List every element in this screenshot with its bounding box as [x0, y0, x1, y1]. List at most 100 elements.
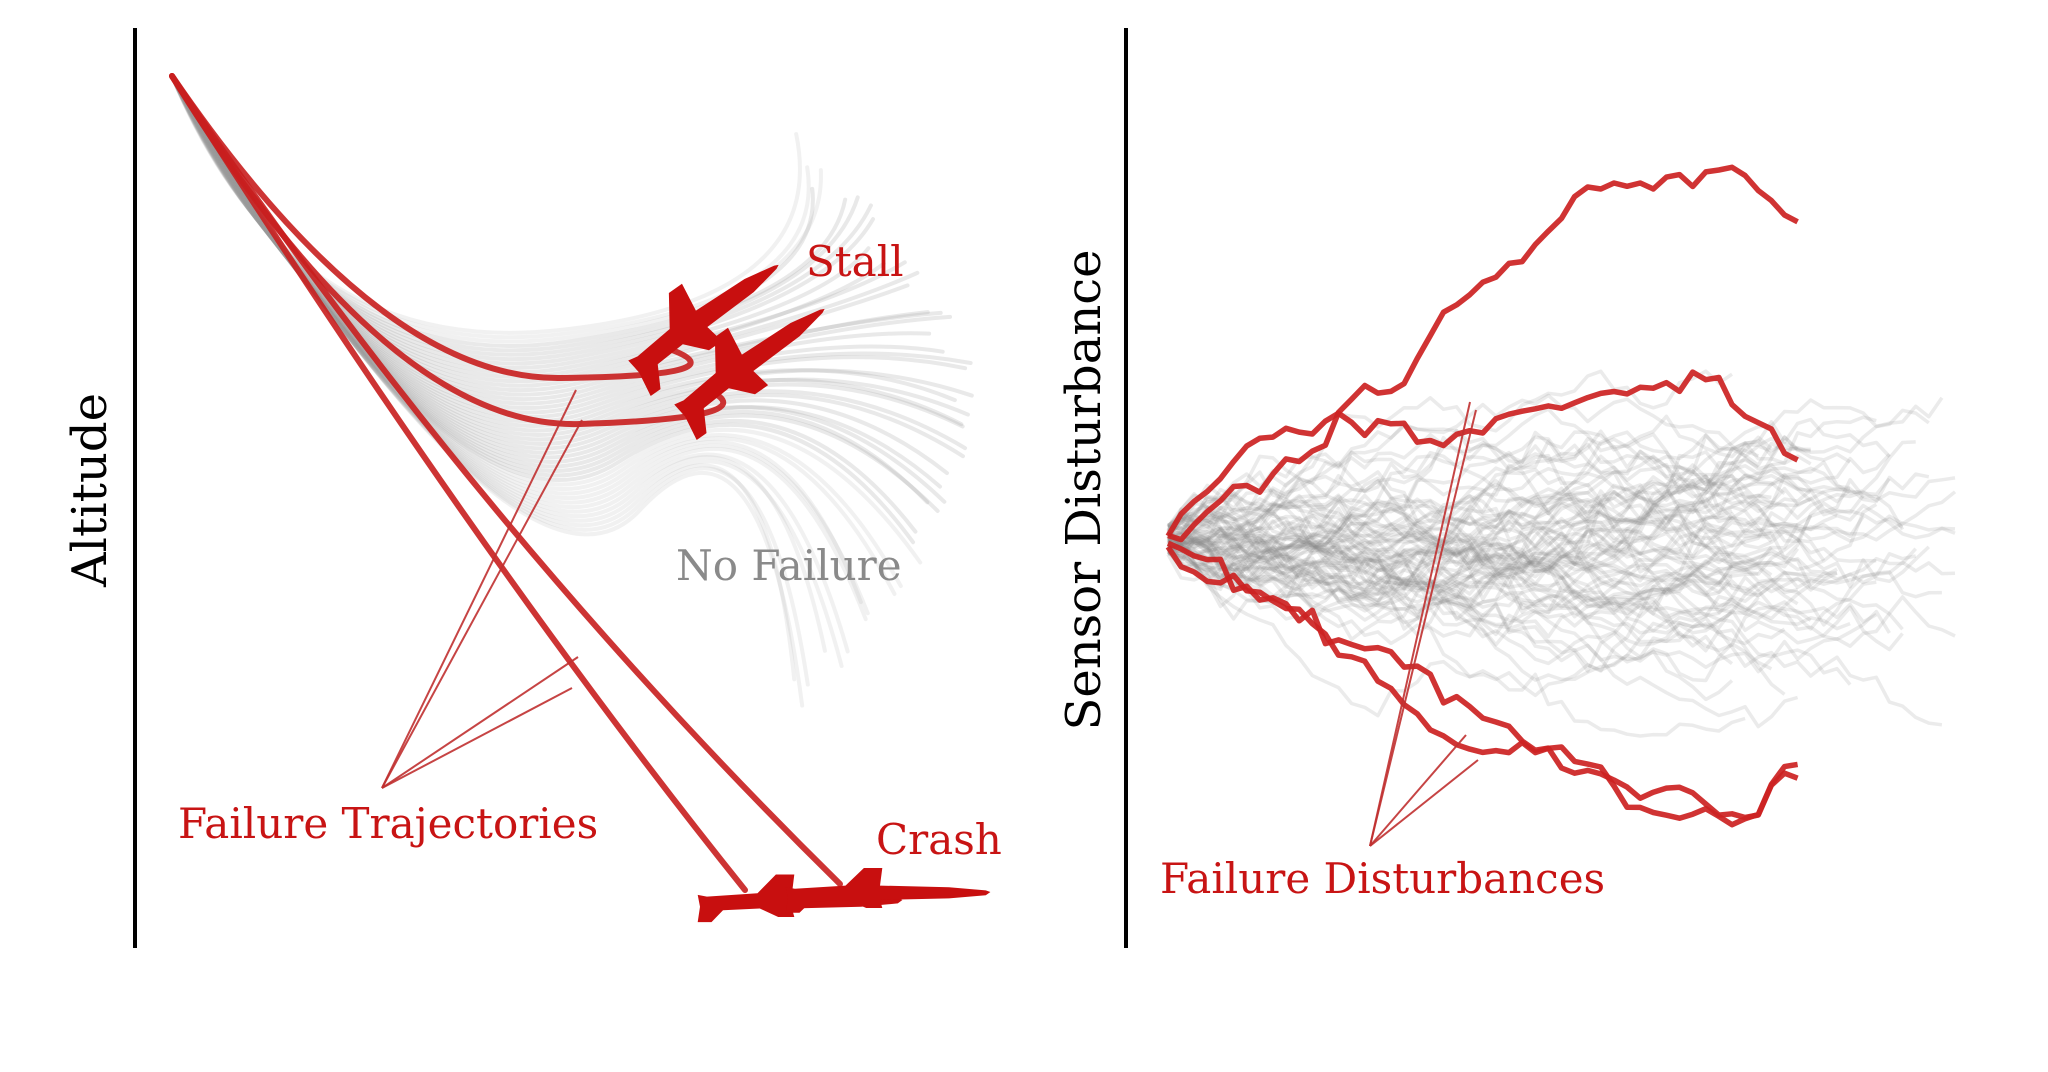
nominal-disturbance	[1167, 536, 1942, 627]
nominal-disturbance	[1167, 414, 1799, 562]
nominal-disturbance	[1166, 432, 1760, 579]
nominal-disturbance	[1166, 549, 1734, 702]
nominal-disturbance	[1167, 435, 1734, 545]
nominal-trajectories	[170, 74, 974, 708]
leader-line	[1369, 401, 1471, 847]
nominal-disturbance	[1167, 506, 1733, 630]
nominal-disturbance	[1167, 509, 1733, 568]
leader-line	[381, 419, 583, 789]
nominal-disturbance	[1166, 526, 1760, 616]
nominal-trajectory	[170, 74, 860, 357]
nominal-disturbance	[1166, 407, 1786, 529]
nominal-disturbance	[1167, 477, 1891, 603]
nominal-trajectory	[170, 74, 863, 605]
failure-trajectory	[169, 73, 748, 893]
failure-trajectories-label: Failure Trajectories	[178, 799, 598, 848]
nominal-trajectory	[170, 74, 827, 653]
nominal-disturbance	[1166, 430, 1812, 570]
nominal-trajectory	[170, 74, 815, 348]
nominal-disturbance	[1167, 440, 1916, 598]
nominal-trajectory	[170, 74, 797, 682]
nominal-disturbance	[1167, 525, 1878, 624]
nominal-disturbance	[1167, 543, 1786, 647]
nominal-disturbance	[1167, 505, 1838, 621]
nominal-trajectory	[170, 74, 870, 616]
left-panel: Altitude Stall No Failure Failure Trajec…	[62, 28, 1002, 948]
leader-line	[381, 687, 573, 789]
nominal-trajectory	[170, 74, 811, 340]
nominal-disturbance	[1167, 396, 1944, 535]
nominal-disturbance	[1167, 535, 1891, 642]
crash-label: Crash	[876, 815, 1002, 864]
nominal-disturbance	[1166, 525, 1772, 568]
nominal-disturbance	[1167, 505, 1773, 584]
disturbance-leader-lines	[1369, 401, 1479, 847]
failure-disturbance	[1167, 164, 1799, 543]
failure-disturbance	[1165, 545, 1799, 828]
failure-disturbances	[1165, 164, 1799, 828]
altitude-axis-label: Altitude	[62, 393, 118, 588]
nominal-disturbance	[1167, 529, 1734, 601]
nominal-disturbance	[1167, 439, 1891, 545]
nominal-disturbance	[1167, 473, 1772, 609]
nominal-disturbance	[1166, 502, 1877, 611]
nominal-trajectory	[170, 74, 907, 375]
nominal-disturbance	[1166, 483, 1838, 579]
nominal-disturbance	[1166, 450, 1812, 540]
leader-line	[381, 656, 579, 789]
nominal-disturbance	[1167, 514, 1773, 588]
nominal-disturbance	[1168, 535, 1812, 622]
failure-disturbance	[1166, 540, 1799, 821]
nominal-disturbance	[1167, 520, 1799, 606]
nominal-disturbance	[1167, 494, 1904, 631]
no-failure-label: No Failure	[676, 541, 902, 590]
nominal-disturbance	[1167, 543, 1812, 698]
nominal-trajectory	[170, 74, 823, 344]
nominal-disturbance	[1167, 408, 1930, 543]
nominal-trajectory	[170, 74, 805, 708]
sensor-disturbance-axis-label: Sensor Disturbance	[1056, 249, 1112, 730]
nominal-trajectory	[170, 74, 850, 654]
failure-trajectory	[169, 73, 843, 887]
nominal-disturbance	[1166, 546, 1746, 738]
trajectory-leader-lines	[381, 389, 583, 789]
nominal-disturbance	[1166, 538, 1851, 682]
nominal-disturbance	[1166, 466, 1851, 600]
nominal-disturbance	[1167, 482, 1865, 574]
nominal-trajectory	[170, 74, 873, 362]
nominal-disturbance	[1166, 492, 1800, 586]
nominal-disturbance	[1167, 483, 1957, 564]
nominal-disturbance	[1166, 415, 1877, 545]
leader-line	[381, 389, 577, 789]
nominal-trajectory	[170, 74, 930, 397]
leader-line	[1369, 759, 1479, 847]
nominal-disturbance	[1167, 454, 1956, 550]
nominal-disturbance	[1167, 535, 1799, 729]
nominal-disturbance	[1166, 512, 1813, 572]
failure-trajectories	[169, 73, 843, 893]
nominal-disturbance	[1167, 473, 1838, 597]
nominal-disturbance	[1166, 537, 1734, 665]
right-panel: Sensor Disturbance Failure Disturbances	[1056, 28, 1957, 948]
nominal-disturbance	[1167, 393, 1852, 548]
nominal-trajectory	[170, 74, 876, 366]
nominal-trajectory	[170, 74, 844, 668]
jet-aircraft-icon	[674, 308, 825, 441]
nominal-disturbances	[1166, 369, 1957, 738]
nominal-disturbance	[1166, 507, 1956, 674]
nominal-disturbance	[1166, 506, 1826, 612]
nominal-disturbance	[1166, 505, 1733, 590]
nominal-disturbance	[1167, 466, 1812, 529]
nominal-disturbance	[1166, 501, 1904, 615]
nominal-disturbance	[1167, 454, 1930, 548]
stall-aircraft-group	[628, 264, 825, 441]
nominal-disturbance	[1167, 539, 1956, 628]
nominal-trajectory	[170, 74, 868, 622]
nominal-trajectory	[170, 74, 848, 353]
nominal-disturbance	[1166, 478, 1905, 609]
jet-aircraft-icon	[785, 868, 991, 913]
leader-line	[1369, 409, 1477, 847]
nominal-trajectory	[170, 74, 810, 687]
nominal-disturbance	[1167, 486, 1773, 570]
